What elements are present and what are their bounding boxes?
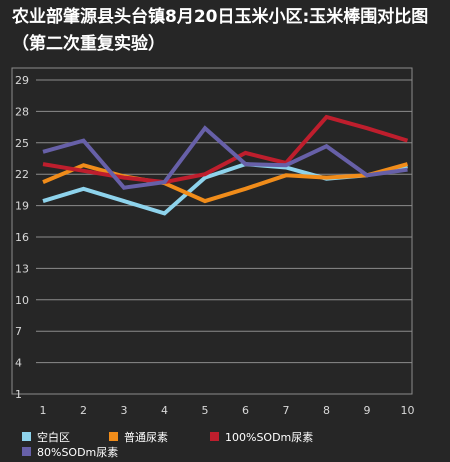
series-line-4	[42, 125, 408, 190]
x-tick-label: 4	[161, 404, 168, 417]
x-axis-ticks: 1 2 3 4 5 6 7 8 9 10	[40, 404, 415, 417]
y-tick-label: 28	[15, 105, 29, 118]
series-lines	[42, 114, 409, 216]
x-tick-label: 10	[401, 404, 415, 417]
legend-label: 100%SODm尿素	[225, 431, 313, 444]
x-tick-label: 7	[283, 404, 290, 417]
legend-swatch	[22, 447, 31, 456]
y-tick-label: 10	[15, 294, 29, 307]
series-line-2	[42, 162, 409, 204]
legend-swatch	[22, 432, 31, 441]
legend: 空白区 普通尿素 100%SODm尿素 80%SODm尿素	[22, 430, 313, 459]
legend-swatch	[109, 432, 118, 441]
x-tick-label: 1	[40, 404, 47, 417]
x-tick-label: 5	[202, 404, 209, 417]
x-tick-label: 9	[364, 404, 371, 417]
legend-swatch	[210, 432, 219, 441]
series-line-3	[42, 114, 409, 185]
y-tick-label: 22	[15, 168, 29, 181]
legend-label: 普通尿素	[124, 430, 168, 444]
legend-label: 空白区	[37, 430, 70, 444]
y-tick-label: 7	[15, 325, 22, 338]
x-tick-label: 8	[323, 404, 330, 417]
chart-title: 农业部肇源县头台镇8月20日玉米小区:玉米棒围对比图（第二次重复实验）	[12, 7, 429, 54]
y-tick-label: 4	[15, 357, 22, 370]
grid-lines	[36, 79, 412, 395]
y-tick-label: 16	[15, 231, 29, 244]
x-tick-label: 2	[80, 404, 87, 417]
y-tick-label: 19	[15, 200, 29, 213]
y-tick-label: 25	[15, 137, 29, 150]
x-tick-label: 3	[121, 404, 128, 417]
y-tick-label: 1	[15, 388, 22, 401]
y-axis-ticks: 29 28 25 22 19 16 13 10 7 4 1	[15, 74, 29, 401]
y-tick-label: 29	[15, 74, 29, 87]
x-tick-label: 6	[242, 404, 249, 417]
y-tick-label: 13	[15, 262, 29, 275]
legend-label: 80%SODm尿素	[37, 446, 118, 459]
plot-border	[11, 67, 413, 395]
